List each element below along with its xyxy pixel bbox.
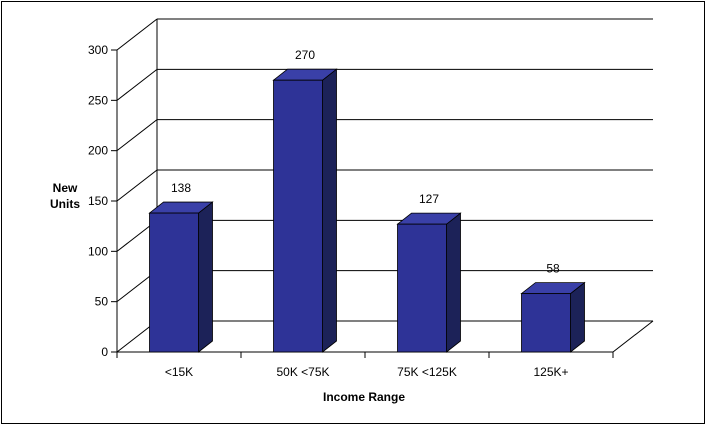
data-labels: 138 270 127 58 xyxy=(171,48,560,275)
y-tick-label: 300 xyxy=(88,43,108,57)
y-tick-label: 200 xyxy=(88,144,108,158)
data-label: 138 xyxy=(171,181,191,195)
x-tick-label: 75K <125K xyxy=(397,365,457,379)
x-tick-label: <15K xyxy=(165,365,193,379)
bar-front xyxy=(273,79,323,353)
x-axis-title: Income Range xyxy=(323,390,405,404)
floor-edge xyxy=(612,320,654,353)
gridline-depth xyxy=(116,169,158,202)
y-tick-label: 50 xyxy=(95,295,109,309)
bar-front xyxy=(521,293,571,353)
bar xyxy=(520,281,586,353)
data-label: 58 xyxy=(546,262,560,276)
bar-front xyxy=(149,212,199,353)
bars xyxy=(148,68,586,353)
y-axis-title-line-2: Units xyxy=(50,197,80,211)
bar xyxy=(148,201,214,353)
data-label: 127 xyxy=(419,192,439,206)
bar-side xyxy=(322,68,337,353)
y-axis-ticks: 0 50 100 150 200 250 300 xyxy=(88,43,117,359)
y-axis-title-line-1: New xyxy=(53,181,78,195)
x-tick-label: 125K+ xyxy=(533,365,568,379)
y-tick-label: 150 xyxy=(88,194,108,208)
x-axis-ticks: <15K 50K <75K 75K <125K 125K+ xyxy=(116,352,614,379)
bar-front xyxy=(397,223,447,353)
y-tick-label: 250 xyxy=(88,93,108,107)
bar-side xyxy=(198,201,213,353)
data-label: 270 xyxy=(295,48,315,62)
gridline-depth xyxy=(116,68,158,101)
bar xyxy=(272,68,338,353)
gridline-depth xyxy=(116,18,158,51)
y-tick-label: 0 xyxy=(101,345,108,359)
gridline-depth xyxy=(116,119,158,152)
bar xyxy=(396,212,462,353)
y-tick-label: 100 xyxy=(88,244,108,258)
bar-side xyxy=(446,212,461,353)
bar-side xyxy=(570,281,585,353)
x-tick-label: 50K <75K xyxy=(276,365,329,379)
